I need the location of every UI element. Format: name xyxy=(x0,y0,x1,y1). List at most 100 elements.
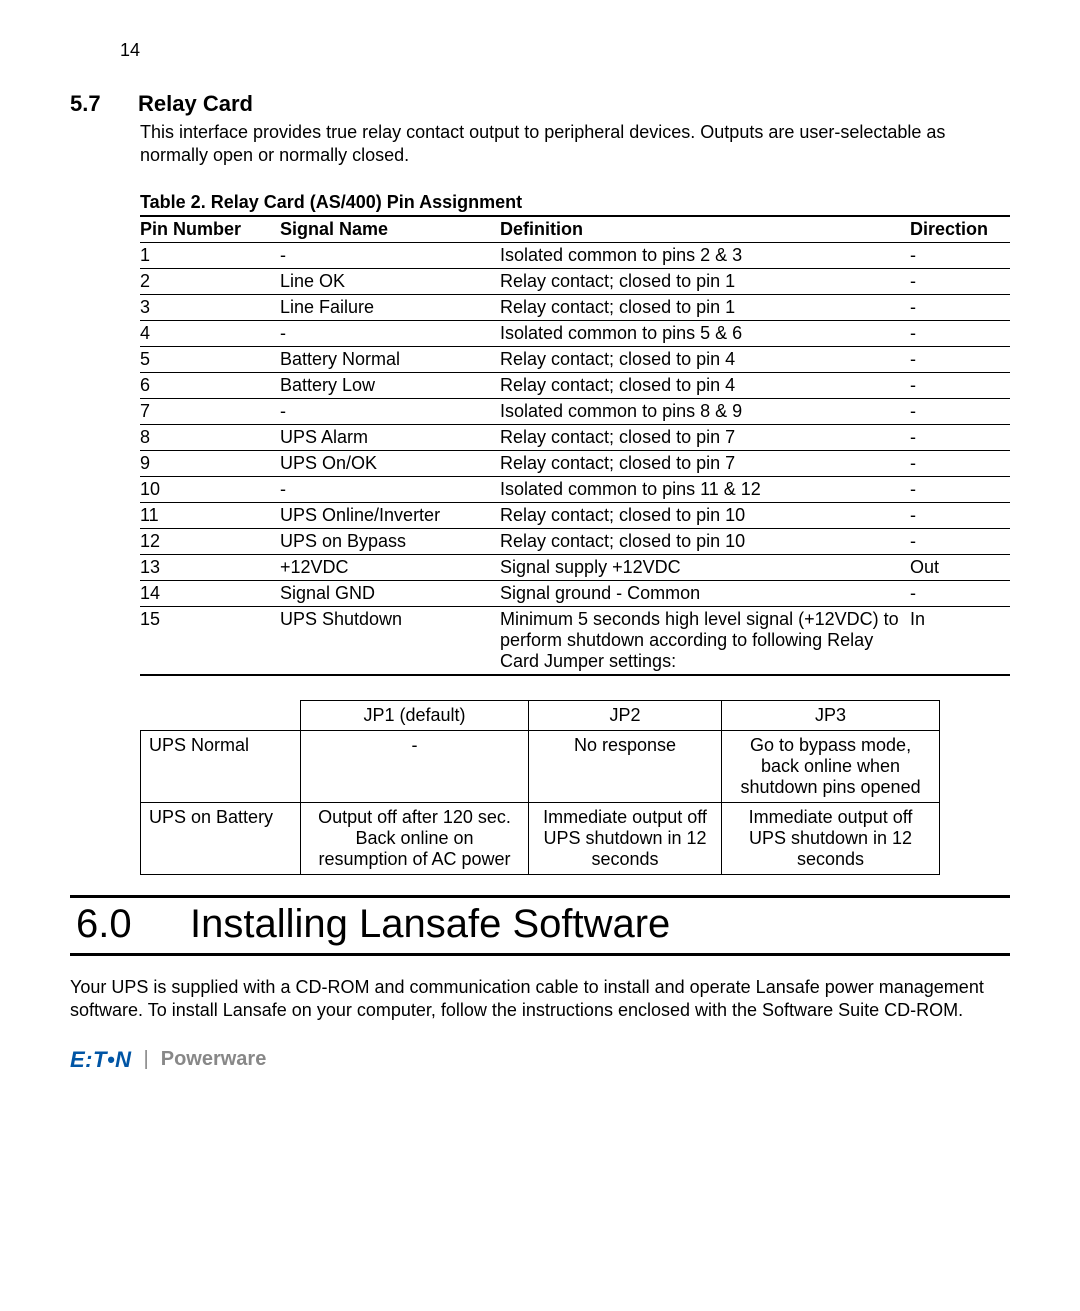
table-cell: Immediate output off UPS shutdown in 12 … xyxy=(529,802,722,874)
table1-caption: Table 2. Relay Card (AS/400) Pin Assignm… xyxy=(140,192,1010,213)
pin-assignment-table: Pin Number Signal Name Definition Direct… xyxy=(140,215,1010,676)
table-cell: 11 xyxy=(140,502,280,528)
table-cell: - xyxy=(910,294,1010,320)
table-row: 5Battery NormalRelay contact; closed to … xyxy=(140,346,1010,372)
table-cell: 8 xyxy=(140,424,280,450)
table-row: 1-Isolated common to pins 2 & 3- xyxy=(140,242,1010,268)
table-cell: Isolated common to pins 8 & 9 xyxy=(500,398,910,424)
table-cell: 4 xyxy=(140,320,280,346)
table-cell: In xyxy=(910,606,1010,675)
section-title: Relay Card xyxy=(138,91,253,117)
table-cell: +12VDC xyxy=(280,554,500,580)
section-body: This interface provides true relay conta… xyxy=(140,121,1010,168)
table-cell: Go to bypass mode, back online when shut… xyxy=(722,730,940,802)
table-row: 12UPS on BypassRelay contact; closed to … xyxy=(140,528,1010,554)
table-cell: 2 xyxy=(140,268,280,294)
table-cell: - xyxy=(910,398,1010,424)
table-row: 11UPS Online/InverterRelay contact; clos… xyxy=(140,502,1010,528)
table-cell: UPS on Bypass xyxy=(280,528,500,554)
footer-divider: | xyxy=(144,1048,149,1071)
table1-col-direction: Direction xyxy=(910,216,1010,243)
eaton-logo: E:T•N xyxy=(70,1047,132,1073)
table-cell: 3 xyxy=(140,294,280,320)
table-cell: Minimum 5 seconds high level signal (+12… xyxy=(500,606,910,675)
table-row: 9UPS On/OKRelay contact; closed to pin 7… xyxy=(140,450,1010,476)
table-cell: Isolated common to pins 5 & 6 xyxy=(500,320,910,346)
table-cell: Relay contact; closed to pin 4 xyxy=(500,346,910,372)
table-cell: Relay contact; closed to pin 1 xyxy=(500,268,910,294)
chapter-title: Installing Lansafe Software xyxy=(190,902,670,947)
section-header: 5.7 Relay Card xyxy=(70,91,1010,117)
table-cell: Signal ground - Common xyxy=(500,580,910,606)
table-cell: 1 xyxy=(140,242,280,268)
table-cell: UPS Online/Inverter xyxy=(280,502,500,528)
table2-corner xyxy=(141,700,301,730)
table-row: 4-Isolated common to pins 5 & 6- xyxy=(140,320,1010,346)
table-cell: - xyxy=(910,476,1010,502)
table-cell: - xyxy=(910,502,1010,528)
table-cell: Line Failure xyxy=(280,294,500,320)
table-row: 13+12VDCSignal supply +12VDCOut xyxy=(140,554,1010,580)
table2-col-jp1: JP1 (default) xyxy=(301,700,529,730)
table2-col-jp2: JP2 xyxy=(529,700,722,730)
table-cell: 5 xyxy=(140,346,280,372)
jumper-table: JP1 (default) JP2 JP3 UPS Normal-No resp… xyxy=(140,700,940,875)
table-cell: 10 xyxy=(140,476,280,502)
table-cell: - xyxy=(910,268,1010,294)
table-cell: - xyxy=(301,730,529,802)
table-cell: 14 xyxy=(140,580,280,606)
table-cell: 13 xyxy=(140,554,280,580)
table-cell: Relay contact; closed to pin 10 xyxy=(500,502,910,528)
table-cell: Output off after 120 sec. Back online on… xyxy=(301,802,529,874)
chapter-number: 6.0 xyxy=(70,902,190,947)
table-cell: Relay contact; closed to pin 7 xyxy=(500,424,910,450)
powerware-logo: Powerware xyxy=(161,1048,267,1071)
page: 14 5.7 Relay Card This interface provide… xyxy=(0,0,1080,1113)
table-cell: Relay contact; closed to pin 7 xyxy=(500,450,910,476)
table-cell: UPS Alarm xyxy=(280,424,500,450)
table-cell: Battery Normal xyxy=(280,346,500,372)
table-cell: 7 xyxy=(140,398,280,424)
table-cell: 15 xyxy=(140,606,280,675)
table-cell: Isolated common to pins 11 & 12 xyxy=(500,476,910,502)
table-cell: - xyxy=(910,320,1010,346)
table-row: UPS Normal-No responseGo to bypass mode,… xyxy=(141,730,940,802)
table-cell: - xyxy=(280,476,500,502)
table1-col-definition: Definition xyxy=(500,216,910,243)
table-cell: Isolated common to pins 2 & 3 xyxy=(500,242,910,268)
table2-col-jp3: JP3 xyxy=(722,700,940,730)
table-row: 8UPS AlarmRelay contact; closed to pin 7… xyxy=(140,424,1010,450)
table-row: 15UPS ShutdownMinimum 5 seconds high lev… xyxy=(140,606,1010,675)
table-cell: - xyxy=(910,450,1010,476)
table-cell: Signal GND xyxy=(280,580,500,606)
table-row: 7-Isolated common to pins 8 & 9- xyxy=(140,398,1010,424)
table-row: 2Line OKRelay contact; closed to pin 1- xyxy=(140,268,1010,294)
table-row: 10-Isolated common to pins 11 & 12- xyxy=(140,476,1010,502)
table-cell: - xyxy=(280,398,500,424)
table-row: 14Signal GNDSignal ground - Common- xyxy=(140,580,1010,606)
table-row-label: UPS on Battery xyxy=(141,802,301,874)
table-row: 3Line FailureRelay contact; closed to pi… xyxy=(140,294,1010,320)
table-cell: UPS On/OK xyxy=(280,450,500,476)
table-row: UPS on BatteryOutput off after 120 sec. … xyxy=(141,802,940,874)
table1-col-pin: Pin Number xyxy=(140,216,280,243)
table-cell: 9 xyxy=(140,450,280,476)
table-cell: Line OK xyxy=(280,268,500,294)
table-cell: - xyxy=(910,242,1010,268)
table-cell: - xyxy=(910,346,1010,372)
table-cell: UPS Shutdown xyxy=(280,606,500,675)
footer: E:T•N | Powerware xyxy=(70,1047,1010,1073)
table-cell: - xyxy=(910,372,1010,398)
table-cell: Relay contact; closed to pin 10 xyxy=(500,528,910,554)
table-cell: No response xyxy=(529,730,722,802)
table-row: 6Battery LowRelay contact; closed to pin… xyxy=(140,372,1010,398)
table-cell: Out xyxy=(910,554,1010,580)
section-number: 5.7 xyxy=(70,91,120,117)
table-cell: Immediate output off UPS shutdown in 12 … xyxy=(722,802,940,874)
table1-col-signal: Signal Name xyxy=(280,216,500,243)
table-cell: - xyxy=(910,580,1010,606)
table-cell: - xyxy=(910,528,1010,554)
table1-header-row: Pin Number Signal Name Definition Direct… xyxy=(140,216,1010,243)
table-cell: Relay contact; closed to pin 4 xyxy=(500,372,910,398)
page-number: 14 xyxy=(120,40,1010,61)
